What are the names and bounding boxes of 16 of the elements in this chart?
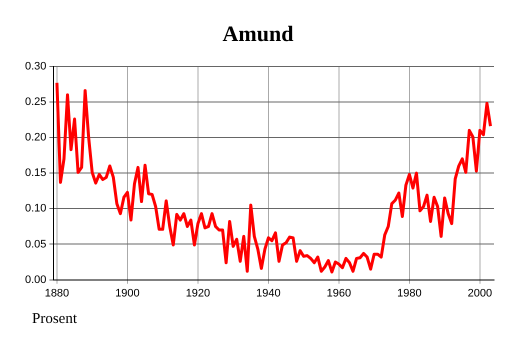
- y-axis-title: Prosent: [32, 311, 78, 327]
- x-tick-label: 2000: [468, 287, 492, 300]
- x-tick-label: 1980: [397, 287, 422, 300]
- x-tick-label: 1960: [326, 287, 352, 300]
- x-tick-label: 1940: [256, 287, 281, 300]
- x-tick-label: 1880: [44, 287, 70, 300]
- y-tick-label: 0.20: [24, 132, 46, 144]
- y-tick-label: 0.00: [24, 274, 46, 286]
- y-tick-label: 0.30: [24, 60, 46, 72]
- y-tick-label: 0.05: [24, 238, 46, 250]
- x-tick-label: 1900: [115, 287, 140, 300]
- y-tick-label: 0.10: [24, 202, 46, 215]
- chart-title: Amund: [222, 20, 294, 46]
- y-tick-label: 0.25: [24, 96, 46, 108]
- y-tick-label: 0.15: [24, 167, 46, 180]
- x-tick-label: 1920: [186, 287, 210, 300]
